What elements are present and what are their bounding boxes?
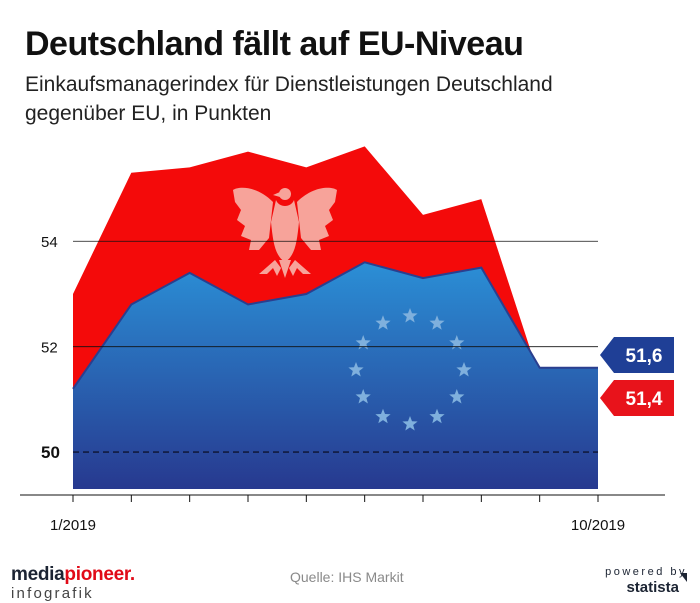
subtitle-line-2: gegenüber EU, in Punkten xyxy=(25,102,272,125)
statista-logo: powered by statista xyxy=(605,566,687,597)
brand-name-dot: . xyxy=(129,564,135,585)
end-label-eu: 51,6 xyxy=(626,346,663,367)
brand-name-part1: media xyxy=(11,564,65,585)
statista-wordmark: statista xyxy=(626,579,679,596)
end-label-deutschland: 51,4 xyxy=(626,389,663,410)
series-area-eu xyxy=(73,262,598,489)
end-label-eu-shape xyxy=(600,337,674,373)
y-tick-label: 52 xyxy=(41,340,58,357)
x-tick-label: 1/2019 xyxy=(50,517,96,534)
mediapioneer-logo: mediapioneer. infografik xyxy=(11,565,135,603)
eu-stars-icon xyxy=(348,308,472,431)
series-line-eu xyxy=(72,261,598,390)
y-tick-label: 54 xyxy=(41,234,58,251)
end-label-deutschland-shape xyxy=(600,380,674,416)
chart-subtitle: Einkaufsmanagerindex für Dienstleistunge… xyxy=(25,70,645,128)
brand-subline: infografik xyxy=(11,585,94,602)
powered-by-text: powered by xyxy=(605,566,687,578)
brand-name-part2: pioneer xyxy=(64,564,130,585)
brand-name: mediapioneer. xyxy=(11,565,135,585)
german-eagle-icon xyxy=(233,187,337,278)
y-tick-label: 50 xyxy=(41,443,60,462)
x-tick-label: 10/2019 xyxy=(571,517,625,534)
chart-title: Deutschland fällt auf EU-Niveau xyxy=(25,25,524,63)
subtitle-line-1: Einkaufsmanagerindex für Dienstleistunge… xyxy=(25,73,553,96)
source-note: Quelle: IHS Markit xyxy=(290,569,404,585)
statista-icon xyxy=(680,573,687,582)
